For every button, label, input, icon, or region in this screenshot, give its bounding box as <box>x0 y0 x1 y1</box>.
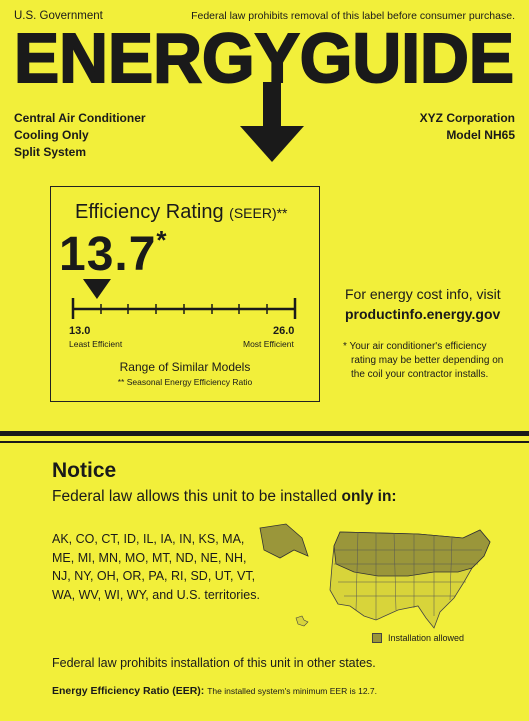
note-line-3: the coil your contractor installs. <box>351 369 489 380</box>
cost-info-url[interactable]: productinfo.energy.gov <box>345 306 501 322</box>
map-legend: Installation allowed <box>372 633 464 643</box>
cost-info: For energy cost info, visit productinfo.… <box>345 284 501 324</box>
rating-title-suffix: (SEER)** <box>229 205 288 221</box>
rating-title-text: Efficiency Rating <box>75 201 224 223</box>
prohibition-text: Federal law prohibits installation of th… <box>52 656 376 670</box>
product-line-2: Cooling Only <box>14 128 89 142</box>
rating-scale <box>71 279 297 319</box>
government-label: U.S. Government <box>14 10 103 22</box>
divider-thick <box>0 431 529 436</box>
note-line-1: * Your air conditioner's efficiency <box>343 341 487 352</box>
map-state-borders <box>334 531 482 620</box>
notice-subtitle: Federal law allows this unit to be insta… <box>52 488 397 506</box>
notice-title: Notice <box>52 459 117 482</box>
rating-asterisk: * <box>156 225 168 255</box>
efficiency-rating-box: Efficiency Rating (SEER)** 13.7* 13.0 26… <box>50 186 320 402</box>
notice-subtitle-text: Federal law allows this unit to be insta… <box>52 488 342 505</box>
map-hawaii <box>295 615 309 627</box>
divider-thin <box>0 441 529 443</box>
legend-swatch <box>372 633 382 643</box>
removal-warning: Federal law prohibits removal of this la… <box>191 10 515 22</box>
down-arrow-icon <box>240 82 304 162</box>
states-line: ME, MI, MN, MO, MT, ND, NE, NH, <box>52 550 247 565</box>
note-line-2: rating may be better depending on <box>351 355 504 366</box>
scale-min-value: 13.0 <box>69 325 91 337</box>
states-line: NJ, NY, OH, OR, PA, RI, SD, UT, VT, <box>52 569 256 583</box>
rating-value: 13.7* <box>59 225 168 282</box>
eer-statement: Energy Efficiency Ratio (EER): The insta… <box>52 685 377 697</box>
manufacturer-info: XYZ Corporation Model NH65 <box>420 110 515 144</box>
seer-footnote: ** Seasonal Energy Efficiency Ratio <box>117 377 253 387</box>
rating-number: 13.7 <box>59 228 157 281</box>
product-line-1: Central Air Conditioner <box>14 111 146 125</box>
manufacturer-name: XYZ Corporation <box>419 111 515 125</box>
rating-title: Efficiency Rating (SEER)** <box>75 201 288 224</box>
states-line: AK, CO, CT, ID, IL, IA, IN, KS, MA, <box>52 532 245 546</box>
us-installation-map <box>259 523 491 629</box>
energyguide-logo: ENERGYGUIDE <box>13 26 515 96</box>
cost-info-text: For energy cost info, visit <box>345 286 501 302</box>
notice-subtitle-bold: only in: <box>341 488 397 505</box>
allowed-states-list: AK, CO, CT, ID, IL, IA, IN, KS, MA, ME, … <box>52 530 260 604</box>
model-number: Model NH65 <box>446 128 515 142</box>
range-label: Range of Similar Models <box>119 360 251 374</box>
product-type: Central Air Conditioner Cooling Only Spl… <box>14 110 146 161</box>
most-efficient-label: Most Efficient <box>243 339 294 349</box>
eer-label: Energy Efficiency Ratio (EER): <box>52 685 205 697</box>
efficiency-note: * Your air conditioner's efficiency rati… <box>343 340 518 382</box>
states-line: WA, WV, WI, WY, and U.S. territories. <box>52 587 260 602</box>
least-efficient-label: Least Efficient <box>69 339 123 349</box>
logo-text: ENERGYGUIDE <box>14 26 514 96</box>
product-line-3: Split System <box>14 145 87 159</box>
map-alaska <box>259 523 309 559</box>
rating-pointer-icon <box>82 279 111 299</box>
scale-max-value: 26.0 <box>273 325 295 337</box>
eer-text: The installed system's minimum EER is 12… <box>207 686 377 696</box>
legend-label: Installation allowed <box>388 633 465 643</box>
